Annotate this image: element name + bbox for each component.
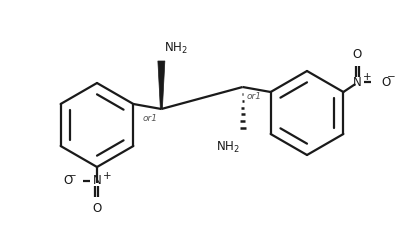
Text: NH$_2$: NH$_2$ [164,41,188,56]
Text: −: − [68,171,77,181]
Text: O: O [353,48,362,61]
Text: +: + [363,72,372,82]
Text: O: O [93,202,102,215]
Text: or1: or1 [142,114,158,123]
Polygon shape [158,61,165,109]
Text: O: O [64,174,73,188]
Text: −: − [387,72,396,82]
Text: or1: or1 [246,92,262,101]
Text: NH$_2$: NH$_2$ [216,140,240,155]
Text: +: + [103,171,112,181]
Text: N: N [353,75,362,89]
Text: N: N [93,174,101,188]
Text: O: O [381,75,391,89]
